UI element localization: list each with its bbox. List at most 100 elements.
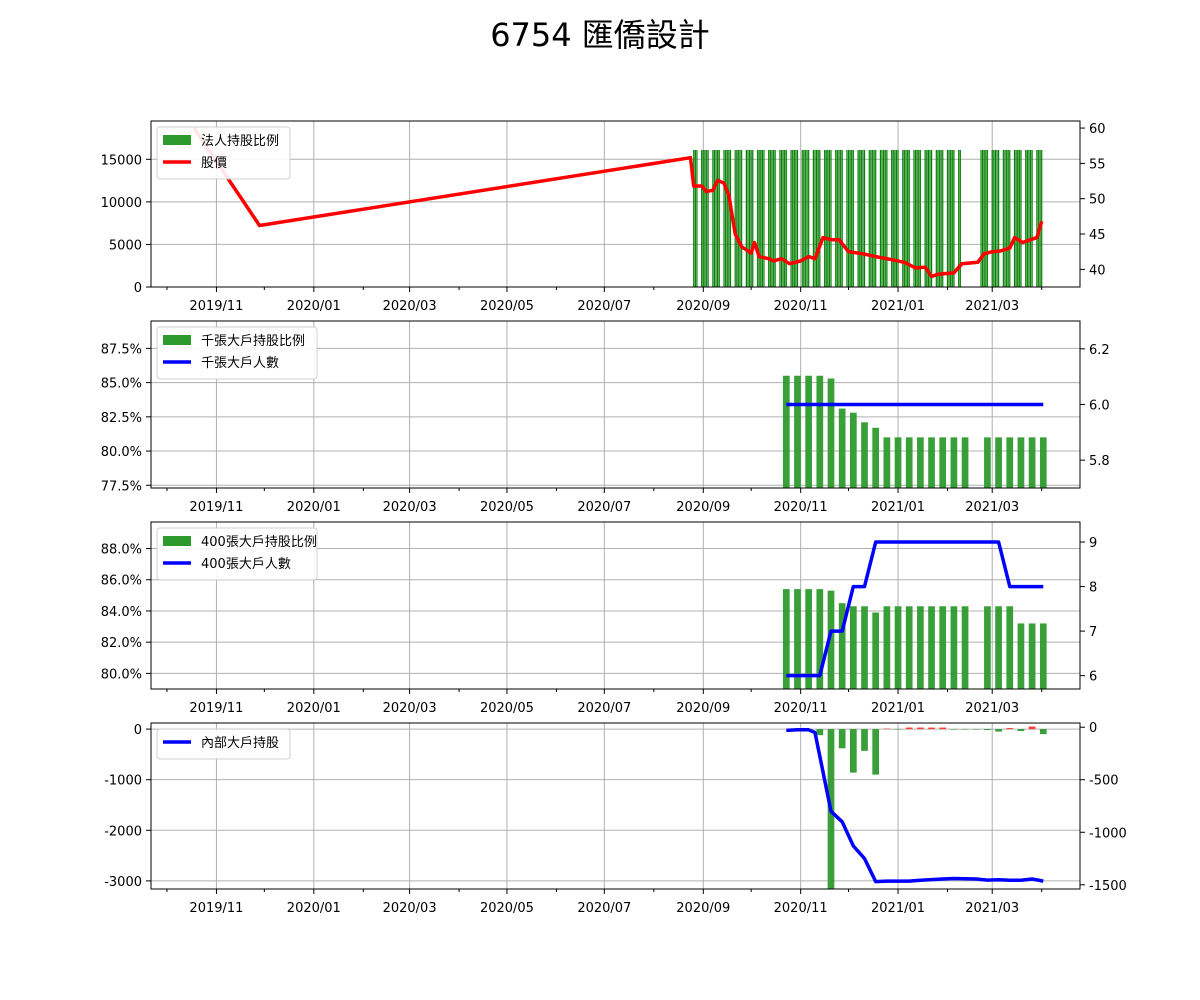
bar	[835, 149, 837, 287]
bar	[984, 437, 991, 488]
bar	[1013, 149, 1016, 287]
legend-label: 千張大戶持股比例	[201, 334, 305, 349]
y-tick-label: 84.0%	[101, 605, 142, 620]
x-tick-label: 2020/07	[577, 500, 631, 515]
bar	[728, 149, 730, 287]
bar	[870, 149, 872, 287]
panel-1: 2019/11 2020/01 2020/03 2020/05 2020/07 2020/…	[101, 120, 1106, 314]
x-tick-label: 2019/11	[189, 299, 243, 314]
bar	[772, 149, 775, 287]
bar	[849, 729, 857, 773]
bar	[1015, 149, 1017, 287]
bar	[725, 149, 727, 287]
x-tick-label: 2020/09	[676, 299, 730, 314]
legend: 400張大戶持股比例 400張大戶人數	[156, 527, 318, 581]
bar	[939, 727, 947, 730]
bar	[928, 437, 935, 488]
bar	[958, 149, 960, 287]
x-tick-label: 2020/11	[774, 901, 828, 916]
bar	[906, 149, 909, 287]
x-tick-label: 2020/01	[287, 901, 341, 916]
bar	[713, 149, 716, 287]
x-tick-label: 2020/11	[774, 701, 828, 716]
y2-tick-label: 55	[1089, 157, 1106, 172]
bar	[782, 149, 784, 287]
x-tick-label: 2021/03	[965, 299, 1019, 314]
bar	[780, 149, 783, 287]
bar	[846, 149, 848, 287]
bar	[796, 149, 799, 287]
bar	[950, 149, 952, 287]
bar	[1028, 437, 1036, 488]
bar	[726, 149, 728, 287]
x-tick-label: 2020/01	[287, 701, 341, 716]
bar	[739, 149, 741, 287]
x-tick-label: 2020/01	[287, 299, 341, 314]
axes-frame	[150, 521, 1081, 690]
bar	[872, 729, 880, 775]
bar	[1017, 729, 1025, 732]
bar	[927, 149, 929, 287]
bar	[838, 603, 846, 689]
y-tick-label: 15000	[101, 153, 142, 168]
bar	[817, 149, 819, 287]
bar	[1026, 149, 1028, 287]
bar	[986, 149, 989, 287]
bar	[851, 149, 853, 287]
bar	[995, 606, 1002, 689]
bar	[1017, 149, 1019, 287]
x-tick-label: 2020/07	[577, 299, 631, 314]
bar	[946, 149, 949, 287]
bar	[771, 149, 773, 287]
legend: 內部大戶持股	[156, 728, 291, 760]
legend-label: 法人持股比例	[201, 134, 279, 149]
bar	[696, 149, 698, 287]
bar	[972, 729, 980, 730]
bar	[761, 149, 763, 287]
bar	[808, 149, 810, 287]
x-tick-label: 2020/01	[287, 500, 341, 515]
plot-area	[782, 375, 1047, 488]
x-tick-label: 2020/11	[774, 299, 828, 314]
plot-area	[786, 726, 1047, 889]
x-tick-label: 2020/03	[383, 901, 437, 916]
x-tick-label: 2020/09	[676, 500, 730, 515]
legend-bar-swatch	[163, 335, 191, 345]
bar	[928, 727, 935, 730]
x-tick-label: 2020/05	[480, 901, 534, 916]
x-tick-label: 2021/03	[965, 500, 1019, 515]
y-tick-label: 0	[134, 723, 142, 738]
bar	[795, 149, 797, 287]
series-line	[192, 127, 1044, 279]
bar	[704, 149, 706, 287]
bar	[1039, 729, 1047, 735]
panel-3: 2019/11 2020/01 2020/03 2020/05 2020/07 2020/…	[101, 521, 1097, 716]
bar	[959, 149, 961, 287]
bar	[828, 149, 831, 287]
bar	[948, 149, 950, 287]
bar	[836, 149, 839, 287]
x-tick-label: 2019/11	[189, 701, 243, 716]
bar	[935, 149, 937, 287]
bar	[838, 408, 846, 488]
y-tick-label: 87.5%	[101, 342, 142, 357]
x-tick-label: 2020/03	[383, 500, 437, 515]
y2-tick-label: 50	[1089, 193, 1106, 208]
bar	[712, 149, 714, 287]
y2-tick-label: 7	[1089, 625, 1097, 640]
y-tick-label: 86.0%	[101, 574, 142, 589]
y-tick-label: 5000	[109, 238, 142, 253]
bar	[814, 149, 816, 287]
bar	[1037, 149, 1040, 287]
y-tick-label: 80.0%	[101, 445, 142, 460]
bar	[1017, 623, 1025, 689]
bar	[756, 149, 759, 287]
bar	[838, 149, 840, 287]
bar	[760, 149, 762, 287]
y2-tick-label: 6.0	[1089, 399, 1110, 414]
bar	[705, 149, 708, 287]
y-tick-label: 82.5%	[101, 411, 142, 426]
bar	[782, 589, 790, 689]
bar	[1028, 623, 1036, 689]
